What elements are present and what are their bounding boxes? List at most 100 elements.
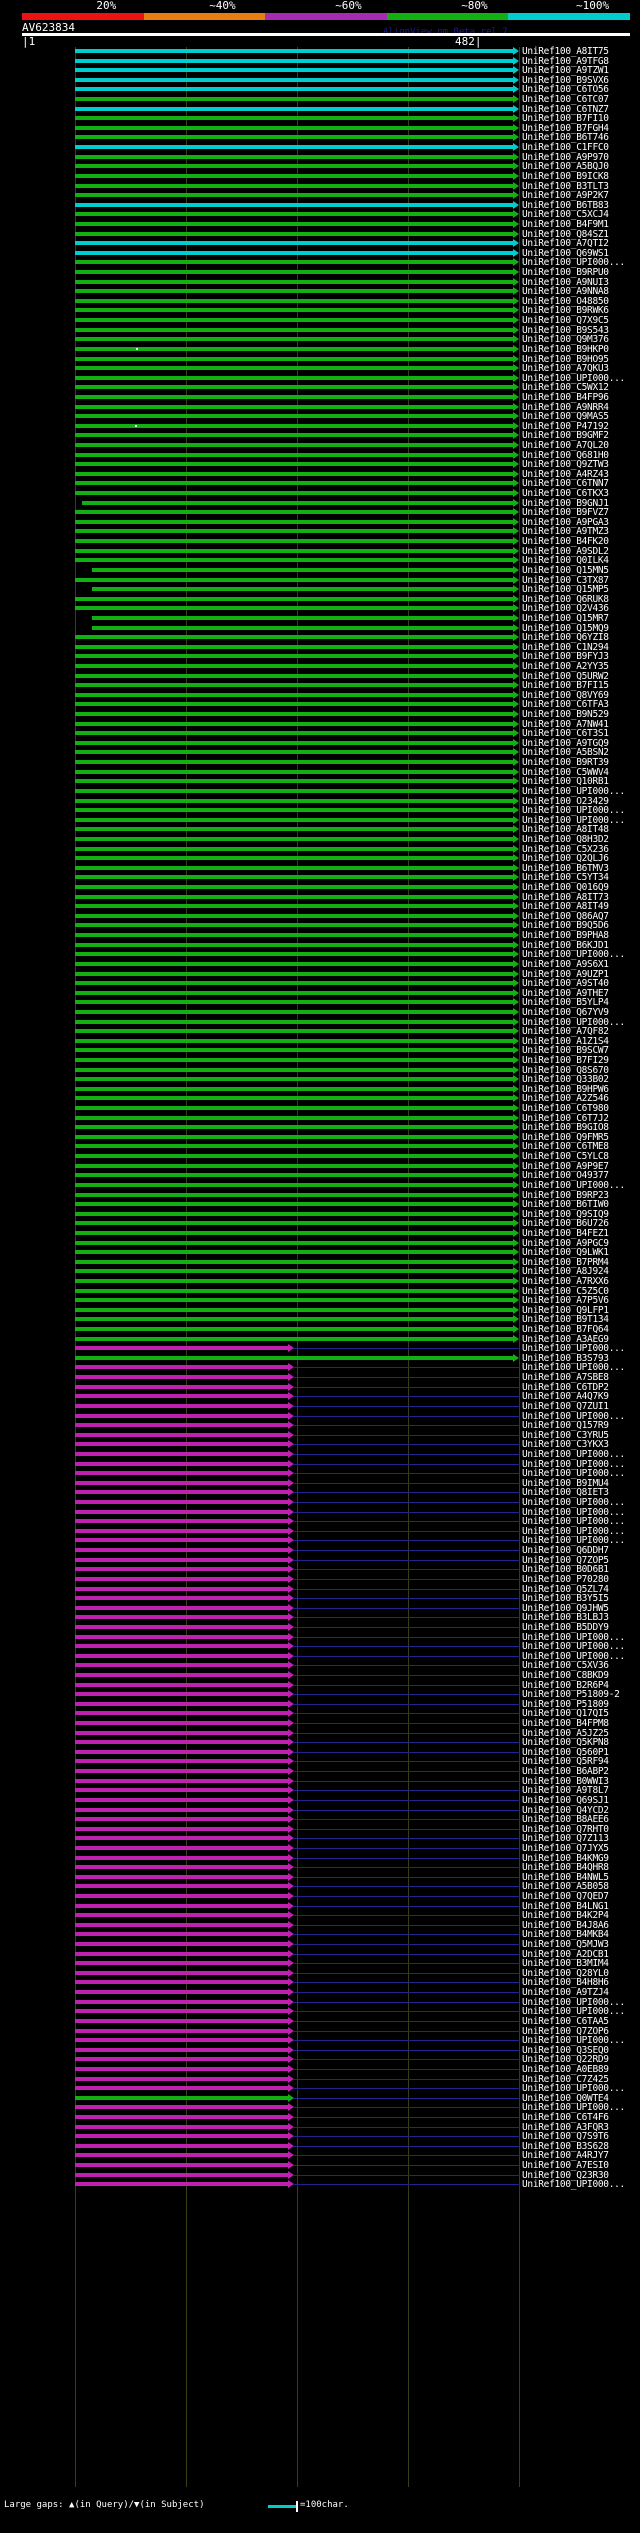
hit-row[interactable]: UniRef100_Q22RD9 [0, 2054, 640, 2065]
hsp-bar[interactable] [75, 2066, 289, 2071]
hit-label[interactable]: UniRef100_A9TMZ3 [522, 526, 609, 538]
hit-label[interactable]: UniRef100_A8J924 [522, 1266, 609, 1278]
hit-label[interactable]: UniRef100_Q10RB1 [522, 776, 609, 788]
hit-row[interactable]: UniRef100_Q3SEQ0 [0, 2045, 640, 2056]
hit-row[interactable]: UniRef100_Q5ZL74 [0, 1584, 640, 1595]
hit-row[interactable]: UniRef100_B6TIW0 [0, 1199, 640, 1210]
hit-label[interactable]: UniRef100_Q7QED7 [522, 1891, 609, 1902]
hit-label[interactable]: UniRef100_A9TFG8 [522, 55, 609, 67]
hit-row[interactable]: UniRef100_UPI000... [0, 373, 640, 384]
hit-row[interactable]: UniRef100_Q7RHT0 [0, 1824, 640, 1835]
hit-row[interactable]: UniRef100_Q2QLJ6 [0, 853, 640, 864]
hsp-bar[interactable] [75, 1500, 289, 1505]
hsp-bar[interactable] [75, 1490, 289, 1495]
hsp-bar[interactable] [75, 1086, 514, 1091]
hit-row[interactable]: UniRef100_B6TB83 [0, 199, 640, 211]
hsp-bar[interactable] [75, 1557, 289, 1562]
hsp-bar[interactable] [75, 1894, 289, 1898]
hit-row[interactable]: UniRef100_A2DCB1 [0, 1949, 640, 1960]
hsp-bar[interactable] [75, 1807, 289, 1812]
hit-label[interactable]: UniRef100_C7Z425 [522, 2073, 609, 2085]
hit-label[interactable]: UniRef100_A1Z1S4 [522, 1035, 609, 1047]
hsp-bar[interactable] [75, 442, 514, 447]
hit-row[interactable]: UniRef100_UPI000... [0, 1411, 640, 1422]
hit-label[interactable]: UniRef100_C1N294 [522, 641, 609, 653]
hit-label[interactable]: UniRef100_B5YLP4 [522, 997, 609, 1009]
hsp-bar[interactable] [75, 481, 514, 486]
hit-label[interactable]: UniRef100_C6TNZ7 [522, 103, 609, 115]
hit-row[interactable]: UniRef100_C6TDP2 [0, 1382, 640, 1393]
hsp-bar[interactable] [75, 193, 514, 198]
hit-label[interactable]: UniRef100_UPI000... [522, 1641, 625, 1653]
hit-row[interactable]: UniRef100_A5JZ25 [0, 1728, 640, 1739]
hit-label[interactable]: UniRef100_B6TB83 [522, 199, 609, 211]
hsp-bar[interactable] [75, 885, 514, 890]
hit-label[interactable]: UniRef100_B9N529 [522, 709, 609, 721]
hit-row[interactable]: UniRef100_A9PGC9 [0, 1238, 640, 1249]
hit-label[interactable]: UniRef100_C5Z5C0 [522, 1285, 609, 1297]
hit-label[interactable]: UniRef100_Q9JHW5 [522, 1602, 609, 1614]
hit-row[interactable]: UniRef100_B9HKP0 [0, 344, 640, 355]
hit-row[interactable]: UniRef100_Q7Z113 [0, 1833, 640, 1844]
hsp-bar[interactable] [75, 1173, 514, 1178]
hit-label[interactable]: UniRef100_B0D6B1 [522, 1564, 609, 1576]
hsp-bar[interactable] [75, 1855, 289, 1860]
hit-label[interactable]: UniRef100_Q17QI5 [522, 1708, 609, 1720]
hsp-bar[interactable] [75, 241, 514, 246]
hit-row[interactable]: UniRef100_C5Z5C0 [0, 1285, 640, 1297]
hit-row[interactable]: UniRef100_O23429 [0, 796, 640, 807]
hit-row[interactable]: UniRef100_Q17QI5 [0, 1708, 640, 1720]
hit-row[interactable]: UniRef100_B7FI10 [0, 113, 640, 124]
hit-row[interactable]: UniRef100_Q86AQ7 [0, 911, 640, 922]
hit-row[interactable]: UniRef100_UPI000... [0, 1526, 640, 1537]
hit-row[interactable]: UniRef100_B6TMV3 [0, 863, 640, 874]
hsp-bar[interactable] [75, 529, 514, 534]
hit-label[interactable]: UniRef100_Q560P1 [522, 1746, 609, 1758]
hit-row[interactable]: UniRef100_A8IT75 [0, 46, 640, 57]
hsp-bar[interactable] [75, 1019, 514, 1024]
hsp-bar[interactable] [75, 654, 514, 659]
hit-label[interactable]: UniRef100_B4FK20 [522, 536, 609, 548]
hsp-bar[interactable] [75, 798, 514, 803]
hsp-bar[interactable] [75, 1000, 514, 1005]
hit-row[interactable]: UniRef100_Q2V436 [0, 603, 640, 614]
hit-label[interactable]: UniRef100_B3TLT3 [522, 180, 609, 192]
hsp-bar[interactable] [75, 865, 514, 870]
hit-row[interactable]: UniRef100_B9Q5D6 [0, 920, 640, 931]
hit-label[interactable]: UniRef100_Q9LWK1 [522, 1247, 609, 1259]
hit-label[interactable]: UniRef100_Q8IET3 [522, 1487, 609, 1499]
hit-row[interactable]: UniRef100_B7FI29 [0, 1055, 640, 1066]
hsp-bar[interactable] [75, 875, 514, 880]
hit-label[interactable]: UniRef100_Q9MAS5 [522, 411, 609, 423]
hit-label[interactable]: UniRef100_UPI000... [522, 1179, 625, 1191]
hit-row[interactable]: UniRef100_Q8S670 [0, 1065, 640, 1076]
hit-label[interactable]: UniRef100_B4F9M1 [522, 218, 609, 230]
hit-label[interactable]: UniRef100_B7PRM4 [522, 1256, 609, 1268]
hit-row[interactable]: UniRef100_UPI000... [0, 786, 640, 797]
hsp-bar[interactable] [75, 1057, 514, 1062]
hsp-bar[interactable] [75, 1298, 514, 1303]
hsp-bar[interactable] [75, 298, 514, 303]
hit-row[interactable]: UniRef100_B3MIM4 [0, 1958, 640, 1969]
hit-label[interactable]: UniRef100_B9RP23 [522, 1189, 609, 1201]
hit-label[interactable]: UniRef100_UPI000... [522, 1362, 625, 1374]
hsp-bar[interactable] [75, 1759, 289, 1764]
hsp-bar[interactable] [75, 1423, 289, 1428]
hsp-bar[interactable] [75, 683, 514, 688]
hit-row[interactable]: UniRef100_B5DDY9 [0, 1622, 640, 1633]
hit-label[interactable]: UniRef100_A9P9E7 [522, 1160, 609, 1172]
hit-row[interactable]: UniRef100_C6TAA5 [0, 2016, 640, 2027]
hit-label[interactable]: UniRef100_Q15MQ9 [522, 622, 609, 634]
hit-label[interactable]: UniRef100_A0EB89 [522, 2063, 609, 2075]
hit-row[interactable]: UniRef100_B4H8H6 [0, 1977, 640, 1988]
hsp-bar[interactable] [75, 548, 514, 553]
hit-row[interactable]: UniRef100_Q9SIQ9 [0, 1209, 640, 1220]
hsp-bar[interactable] [75, 97, 514, 102]
hit-row[interactable]: UniRef100_Q5KPN8 [0, 1737, 640, 1748]
hit-row[interactable]: UniRef100_B3LBJ3 [0, 1612, 640, 1623]
hsp-bar[interactable] [75, 135, 514, 140]
hsp-bar[interactable] [75, 740, 514, 745]
hit-row[interactable]: UniRef100_Q9ZTW3 [0, 459, 640, 470]
hit-label[interactable]: UniRef100_A5BSN2 [522, 747, 609, 759]
hit-row[interactable]: UniRef100_Q7ZOP6 [0, 2026, 640, 2037]
